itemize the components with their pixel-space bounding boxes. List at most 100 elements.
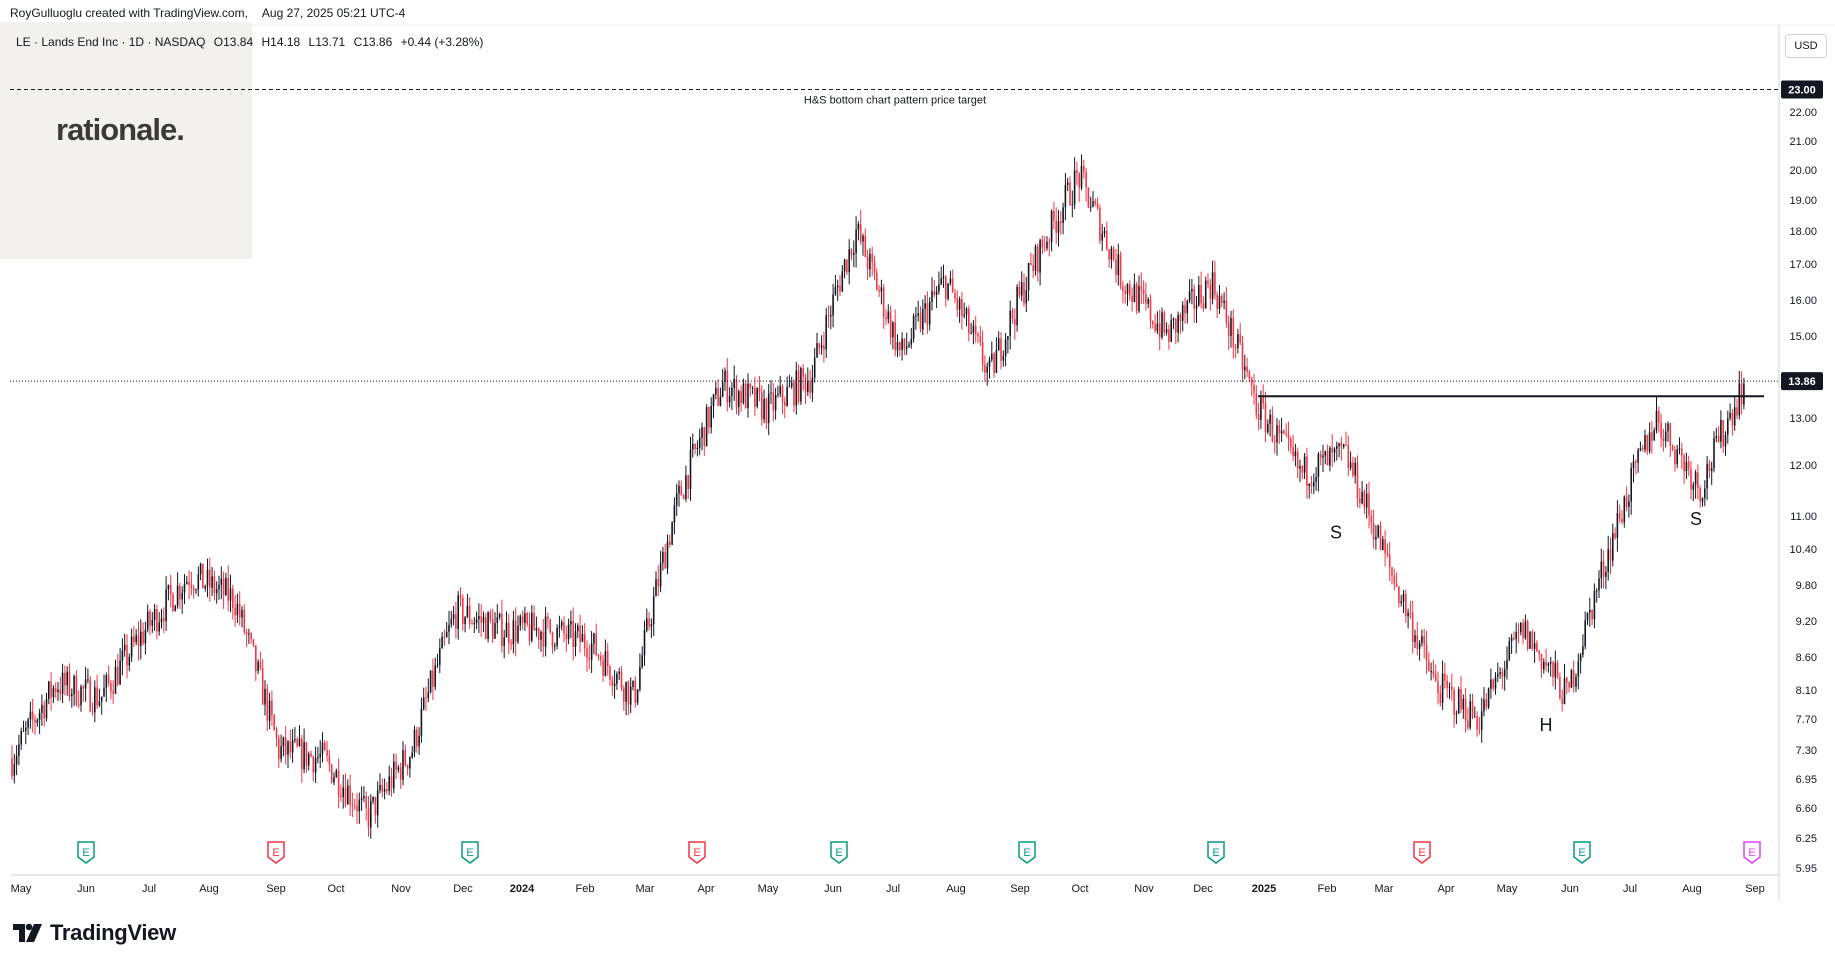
candle-body xyxy=(1685,461,1688,472)
candle-body xyxy=(121,650,124,661)
candle-body xyxy=(494,622,496,639)
candle-body xyxy=(905,346,908,349)
earnings-marker-icon xyxy=(1743,841,1761,864)
candle-body xyxy=(50,681,52,698)
candle-body xyxy=(353,805,356,807)
candle-body xyxy=(278,738,280,759)
candle-body xyxy=(793,382,795,406)
candle-body xyxy=(296,739,298,747)
earnings-marker-icon xyxy=(461,841,479,864)
earnings-marker-label: E xyxy=(82,847,89,859)
candle-body xyxy=(91,711,94,713)
candle-body xyxy=(912,316,915,339)
candle-body xyxy=(1260,397,1262,420)
candle-body xyxy=(436,664,439,666)
candle-body xyxy=(922,308,924,330)
y-tick-label: 6.60 xyxy=(1796,803,1817,815)
symbol-name: LE · Lands End Inc · 1D · NASDAQ xyxy=(16,35,206,49)
candle-body xyxy=(1267,423,1269,433)
candle-body xyxy=(797,370,800,402)
candle-body xyxy=(165,589,167,622)
candle-body xyxy=(1589,609,1591,613)
x-tick-label: Aug xyxy=(1682,883,1702,895)
candle-body xyxy=(1073,170,1076,205)
candle-body xyxy=(694,444,696,449)
candle-body xyxy=(1060,221,1062,223)
candle-body xyxy=(526,613,528,625)
candle-body xyxy=(1223,300,1225,304)
candle-body xyxy=(275,729,278,739)
candle-body xyxy=(432,670,434,687)
candle-body xyxy=(266,688,269,721)
candle-body xyxy=(38,713,41,721)
candle-body xyxy=(1379,525,1382,551)
candle-body xyxy=(754,387,756,407)
candle-body xyxy=(1457,689,1460,714)
candle-body xyxy=(993,353,995,373)
candle-body xyxy=(570,621,572,625)
candle-body xyxy=(75,676,78,705)
candle-body xyxy=(213,576,216,594)
candle-body xyxy=(1563,677,1566,704)
candle-body xyxy=(15,755,18,765)
candle-body xyxy=(1455,713,1458,715)
tradingview-logo[interactable]: TradingView xyxy=(12,920,176,946)
candle-body xyxy=(137,635,140,647)
candle-body xyxy=(1618,513,1621,520)
pattern-label-s: S xyxy=(1330,522,1342,542)
candle-body xyxy=(1248,371,1251,379)
candle-body xyxy=(1430,671,1432,673)
earnings-marker-icon xyxy=(1413,841,1431,864)
candle-body xyxy=(1674,449,1676,465)
candle-body xyxy=(1577,661,1580,677)
candle-body xyxy=(790,382,793,387)
candle-body xyxy=(558,626,561,628)
candle-body xyxy=(1253,385,1255,394)
candle-body xyxy=(1087,187,1090,208)
candle-body xyxy=(629,686,632,705)
candle-body xyxy=(411,752,413,758)
logo-watermark: rationale. xyxy=(0,22,252,259)
y-tick-label: 10.40 xyxy=(1789,544,1817,556)
candle-body xyxy=(1625,496,1628,507)
candle-body xyxy=(105,675,108,688)
x-tick-label: Oct xyxy=(1071,883,1088,895)
candle-body xyxy=(94,687,96,713)
earnings-marker-icon xyxy=(830,841,848,864)
candle-body xyxy=(255,645,257,671)
ohlc-change: +0.44 (+3.28%) xyxy=(400,35,484,49)
candle-body xyxy=(64,672,66,686)
candle-body xyxy=(310,753,312,757)
candle-body xyxy=(328,755,331,765)
candle-body xyxy=(945,276,947,299)
candle-body xyxy=(1234,346,1237,349)
candle-body xyxy=(1145,294,1147,304)
candle-body xyxy=(1007,336,1009,340)
candle-body xyxy=(894,322,896,351)
candle-body xyxy=(211,576,213,588)
candle-body xyxy=(1469,701,1471,728)
candle-body xyxy=(795,370,798,406)
candle-body xyxy=(512,620,515,645)
candle-body xyxy=(1384,539,1386,553)
candle-body xyxy=(43,704,45,719)
candle-body xyxy=(445,631,448,638)
candle-body xyxy=(836,285,839,288)
candle-body xyxy=(1004,339,1007,356)
candle-body xyxy=(457,595,459,629)
candle-body xyxy=(800,367,802,402)
candle-body xyxy=(1738,383,1741,416)
candle-body xyxy=(1678,448,1681,450)
candle-body xyxy=(156,609,158,632)
currency-button[interactable]: USD xyxy=(1785,34,1827,58)
candle-body xyxy=(1690,468,1692,490)
candle-body xyxy=(675,493,678,506)
candle-body xyxy=(1296,451,1299,469)
candle-body xyxy=(1122,286,1124,292)
candle-body xyxy=(160,618,163,623)
y-tick-label: 11.00 xyxy=(1790,511,1817,523)
candle-body xyxy=(45,698,48,719)
candle-body xyxy=(928,301,931,325)
candle-body xyxy=(1027,263,1030,290)
